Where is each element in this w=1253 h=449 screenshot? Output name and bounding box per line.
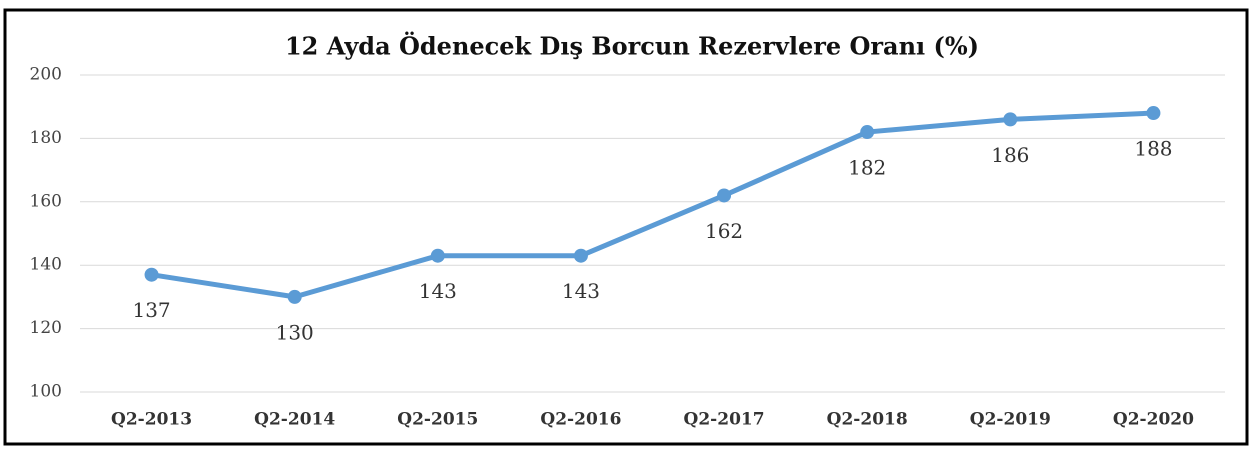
data-label: 143	[419, 279, 457, 303]
data-label: 143	[562, 279, 600, 303]
x-tick-label: Q2-2016	[540, 410, 621, 430]
y-tick-label: 100	[30, 382, 62, 402]
y-tick-label: 140	[30, 255, 62, 275]
marker	[1146, 106, 1161, 121]
marker	[860, 125, 875, 140]
y-tick-label: 200	[30, 65, 62, 85]
x-tick-label: Q2-2015	[397, 410, 478, 430]
x-tick-label: Q2-2013	[111, 410, 192, 430]
x-tick-label: Q2-2014	[254, 410, 335, 430]
data-label: 182	[848, 156, 886, 180]
y-tick-label: 160	[30, 191, 62, 211]
x-tick-label: Q2-2018	[827, 410, 908, 430]
marker	[287, 289, 302, 304]
x-tick-label: Q2-2020	[1113, 410, 1194, 430]
marker	[430, 248, 445, 263]
x-tick-label: Q2-2019	[970, 410, 1051, 430]
data-label: 162	[705, 219, 743, 243]
data-label: 130	[276, 320, 314, 344]
line	[151, 110, 1154, 300]
y-tick-label: 120	[30, 318, 62, 338]
chart-title: 12 Ayda Ödenecek Dış Borcun Rezervlere O…	[285, 32, 979, 61]
marker	[144, 267, 159, 282]
marker	[1003, 112, 1018, 127]
marker	[717, 188, 732, 203]
chart-border	[3, 8, 1249, 446]
marker	[573, 248, 588, 263]
y-tick-label: 180	[30, 128, 62, 148]
data-label: 186	[991, 143, 1029, 167]
x-tick-label: Q2-2017	[684, 410, 765, 430]
data-label: 188	[1134, 137, 1172, 161]
data-label: 137	[132, 298, 170, 322]
